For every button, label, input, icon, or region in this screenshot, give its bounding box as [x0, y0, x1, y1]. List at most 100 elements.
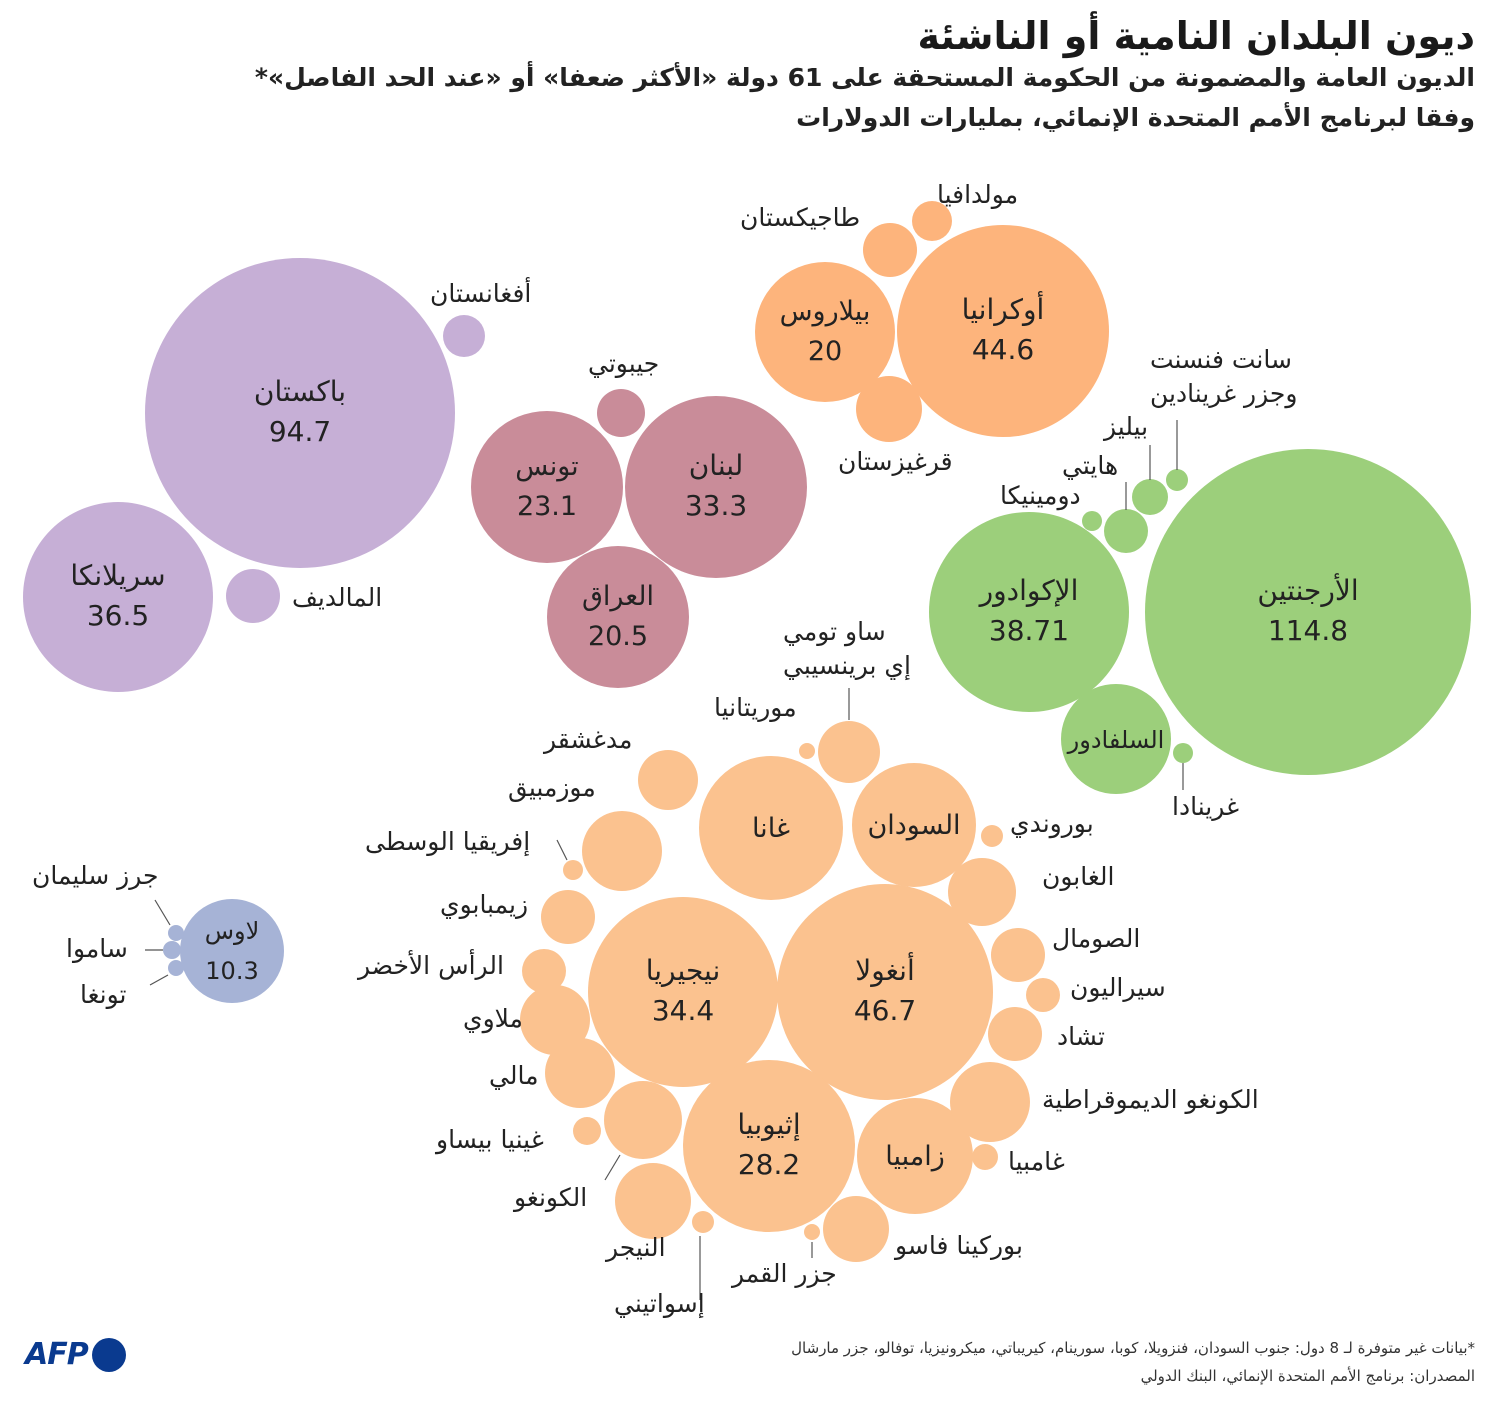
bubble-value-middle-east-1: 23.1 — [517, 491, 577, 522]
outside-label-africa-25: الصومال — [1052, 924, 1140, 953]
bubble-label-europe-central-asia-1: بيلاروس — [780, 296, 871, 327]
bubble-label-middle-east-0: لبنان — [689, 449, 744, 482]
bubble-label-africa-2: إثيوبيا — [737, 1108, 800, 1141]
outside-label-pacific-2: ساموا — [66, 934, 128, 963]
bubble-europe-central-asia-3 — [863, 223, 917, 277]
bubble-value-europe-central-asia-1: 20 — [808, 336, 842, 367]
outside-label-south-asia-3: المالديف — [292, 583, 382, 612]
bubble-africa-7 — [799, 743, 815, 759]
outside-label-middle-east-3: جيبوتي — [588, 349, 659, 378]
bubble-europe-central-asia-2 — [912, 201, 952, 241]
bubble-label-africa-0: أنغولا — [855, 951, 915, 987]
bubble-africa-19 — [804, 1224, 820, 1240]
outside-label-europe-central-asia-4: قرغيزستان — [838, 447, 953, 476]
outside-label-latin-america-3-line-1: وجزر غرينادين — [1150, 379, 1297, 409]
outside-label-africa-26: الغابون — [1042, 862, 1114, 891]
bubble-value-africa-2: 28.2 — [738, 1148, 800, 1181]
bubble-value-south-asia-0: 94.7 — [269, 415, 331, 448]
afp-logo-dot — [91, 1337, 126, 1372]
bubble-europe-central-asia-4 — [856, 376, 922, 442]
footnote: *بيانات غير متوفرة لـ 8 دول: جنوب السودا… — [791, 1339, 1475, 1357]
outside-label-latin-america-4: بيليز — [1102, 412, 1148, 441]
bubble-africa-18 — [692, 1211, 714, 1233]
bubble-value-europe-central-asia-0: 44.6 — [972, 333, 1034, 366]
outside-label-pacific-3: تونغا — [80, 980, 127, 1009]
bubble-europe-central-asia-0 — [897, 225, 1109, 437]
bubble-south-asia-1 — [23, 502, 213, 692]
outside-label-africa-11: زيمبابوي — [440, 890, 528, 919]
outside-label-africa-8: مدغشقر — [542, 725, 632, 754]
chart-title: ديون البلدان النامية أو الناشئة — [917, 14, 1475, 58]
bubble-africa-9 — [582, 811, 662, 891]
bubble-middle-east-3 — [597, 389, 645, 437]
bubble-africa-17 — [615, 1163, 691, 1239]
outside-label-africa-17: النيجر — [604, 1233, 666, 1262]
bubble-label-africa-4: السودان — [867, 810, 960, 841]
bubble-africa-6 — [818, 721, 880, 783]
bubble-africa-8 — [638, 750, 698, 810]
bubble-latin-america-2 — [1061, 684, 1171, 794]
bubble-pacific-2 — [163, 941, 181, 959]
afp-logo-text: AFP — [25, 1337, 89, 1372]
outside-label-latin-america-6: دومينيكا — [1000, 481, 1081, 511]
outside-label-africa-14: مالي — [489, 1061, 538, 1090]
outside-label-africa-23: تشاد — [1057, 1022, 1105, 1051]
outside-label-africa-27: بوروندي — [1010, 809, 1094, 839]
bubble-value-south-asia-1: 36.5 — [87, 599, 149, 632]
outside-label-latin-america-5: هايتي — [1062, 451, 1118, 480]
outside-label-africa-22: الكونغو الديموقراطية — [1042, 1085, 1259, 1114]
bubble-label-pacific-0: لاوس — [205, 917, 260, 945]
bubble-label-africa-5: زامبيا — [885, 1141, 945, 1172]
bubble-africa-23 — [988, 1007, 1042, 1061]
bubble-label-europe-central-asia-0: أوكرانيا — [962, 290, 1045, 326]
bubble-africa-20 — [823, 1196, 889, 1262]
group-latin-america: الأرجنتين 114.8 الإكوادور 38.71 السلفادور سان… — [929, 345, 1471, 821]
bubble-africa-4 — [852, 763, 976, 887]
bubble-label-latin-america-0: الأرجنتين — [1257, 572, 1358, 607]
chart-header: ديون البلدان النامية أو الناشئة الديون ا… — [15, 0, 1475, 138]
outside-label-africa-9: موزمبيق — [508, 773, 596, 802]
bubble-south-asia-0 — [145, 258, 455, 568]
chart-subtitle-line-1: الديون العامة والمضمونة من الحكومة المست… — [254, 63, 1475, 92]
outside-label-africa-13: ملاوي — [463, 1004, 523, 1034]
bubble-africa-25 — [991, 928, 1045, 982]
bubble-africa-24 — [1026, 978, 1060, 1012]
group-pacific: لاوس 10.3 جرز سليمان ساموا تونغا — [32, 861, 284, 1009]
outside-label-africa-7: موريتانيا — [714, 693, 797, 722]
chart-footer: *بيانات غير متوفرة لـ 8 دول: جنوب السودا… — [475, 1334, 1475, 1390]
bubble-latin-america-7 — [1173, 743, 1193, 763]
bubble-middle-east-1 — [471, 411, 623, 563]
bubble-africa-13 — [520, 985, 590, 1055]
bubble-label-africa-3: غانا — [752, 813, 790, 844]
outside-label-africa-6-line-1: إي برينسيبي — [783, 651, 911, 681]
outside-label-africa-20: بوركينا فاسو — [893, 1231, 1023, 1260]
sources: المصدران: برنامج الأمم المتحدة الإنمائي،… — [1140, 1367, 1475, 1385]
bubble-europe-central-asia-1 — [755, 262, 895, 402]
bubble-africa-3 — [699, 756, 843, 900]
group-europe-central-asia: أوكرانيا 44.6 بيلاروس 20 مولدافيا طاجيكستان قر… — [740, 180, 1109, 476]
leader-line-pacific-3 — [149, 974, 169, 986]
outside-label-africa-12: الرأس الأخضر — [356, 948, 504, 980]
bubble-label-middle-east-2: العراق — [582, 581, 654, 612]
bubble-value-middle-east-2: 20.5 — [588, 621, 648, 652]
outside-label-pacific-1: جرز سليمان — [32, 861, 158, 890]
bubble-middle-east-0 — [625, 396, 807, 578]
bubble-label-latin-america-2: السلفادور — [1067, 726, 1165, 754]
bubble-africa-1 — [588, 897, 778, 1087]
bubble-label-latin-america-1: الإكوادور — [978, 574, 1079, 607]
bubble-label-middle-east-1: تونس — [515, 451, 578, 482]
bubble-pacific-1 — [168, 925, 184, 941]
bubble-pacific-3 — [168, 960, 184, 976]
bubble-south-asia-3 — [226, 569, 280, 623]
bubble-value-middle-east-0: 33.3 — [685, 489, 747, 522]
bubble-africa-2 — [683, 1060, 855, 1232]
bubble-label-south-asia-0: باكستان — [254, 375, 346, 408]
bubble-africa-12 — [522, 949, 566, 993]
bubble-south-asia-2 — [443, 315, 485, 357]
group-middle-east: لبنان 33.3 تونس 23.1 العراق 20.5 جيبوتي — [471, 349, 807, 688]
bubble-africa-21 — [972, 1144, 998, 1170]
outside-label-south-asia-2: أفغانستان — [430, 276, 531, 308]
outside-label-africa-18: إسواتيني — [614, 1289, 705, 1319]
outside-label-europe-central-asia-2: مولدافيا — [937, 180, 1018, 209]
outside-label-latin-america-3-line-0: سانت فنسنت — [1150, 345, 1292, 374]
